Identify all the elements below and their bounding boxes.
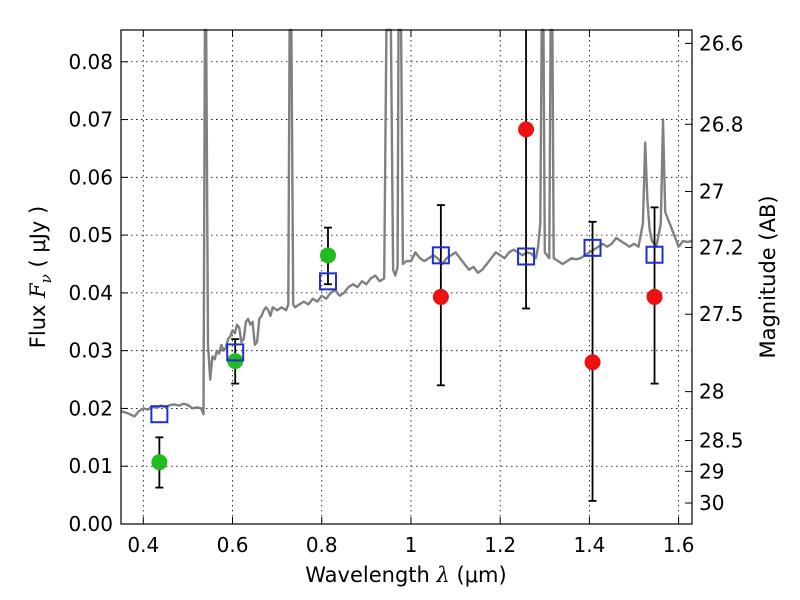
y2-tick-label: 27.2 [699,235,744,259]
plot-frame [120,29,693,525]
red-data-point [432,288,449,305]
y2-tick-label: 30 [699,491,724,515]
x-tick-label: 0.6 [217,533,249,557]
y2-tick-label: 28.5 [699,428,744,452]
y-axis-title-prefix: Flux [26,298,50,348]
axis-ticks: 0.4 0.6 0.8 1 1.2 1.4 1.6 0.00 0.01 0.02 0.03 0.04 0… [68,30,744,557]
y2-tick-label: 29 [699,459,724,483]
data-markers [150,121,664,471]
y-tick-label: 0.06 [68,165,113,189]
y2-tick-label: 27.5 [699,302,744,326]
y-tick-label: 0.08 [68,50,113,74]
x-tick-label: 0.4 [127,533,159,557]
y2-tick-label: 26.6 [699,31,744,55]
y-tick-label: 0.00 [68,512,113,536]
y2-axis-title: Magnitude (AB) [756,195,780,358]
y-tick-label: 0.05 [68,223,113,247]
y-tick-label: 0.02 [68,396,113,420]
model-square-marker [226,343,245,362]
model-square-marker [517,247,536,266]
x-tick-label: 0.8 [306,533,338,557]
y-axis-title-symbol: F [26,282,50,299]
y-axis-title-unit: ( μJy ) [26,206,50,274]
y2-tick-label: 28 [699,380,724,404]
model-square-marker [645,245,664,264]
model-spectrum-line [120,28,693,418]
green-data-point [151,454,168,471]
red-data-point [646,288,663,305]
x-axis-title-unit: (μm) [450,563,507,587]
y-tick-label: 0.01 [68,454,113,478]
red-data-point [518,121,535,138]
y-tick-label: 0.07 [68,108,113,132]
x-tick-label: 1.4 [573,533,605,557]
x-axis-title: Wavelength λ (μm) [305,563,506,587]
error-bars [155,30,659,502]
red-data-point [584,354,601,371]
y-tick-label: 0.04 [68,281,113,305]
x-axis-title-symbol: λ [436,563,450,587]
x-tick-label: 1.6 [663,533,695,557]
y2-tick-label: 26.8 [699,112,744,136]
x-tick-label: 1.2 [484,533,516,557]
model-square-marker [583,238,602,257]
model-spectrum [120,28,693,418]
y-axis-title: Flux Fν ( μJy ) [26,206,55,348]
model-square-marker [318,272,337,291]
x-axis-title-prefix: Wavelength [305,563,436,587]
y-axis-title-subscript: ν [37,274,55,283]
model-square-marker [431,246,450,265]
y2-tick-label: 27 [699,180,724,204]
model-square-marker [150,405,169,424]
y-tick-label: 0.03 [68,339,113,363]
green-data-point [319,247,336,264]
x-tick-label: 1 [405,533,418,557]
